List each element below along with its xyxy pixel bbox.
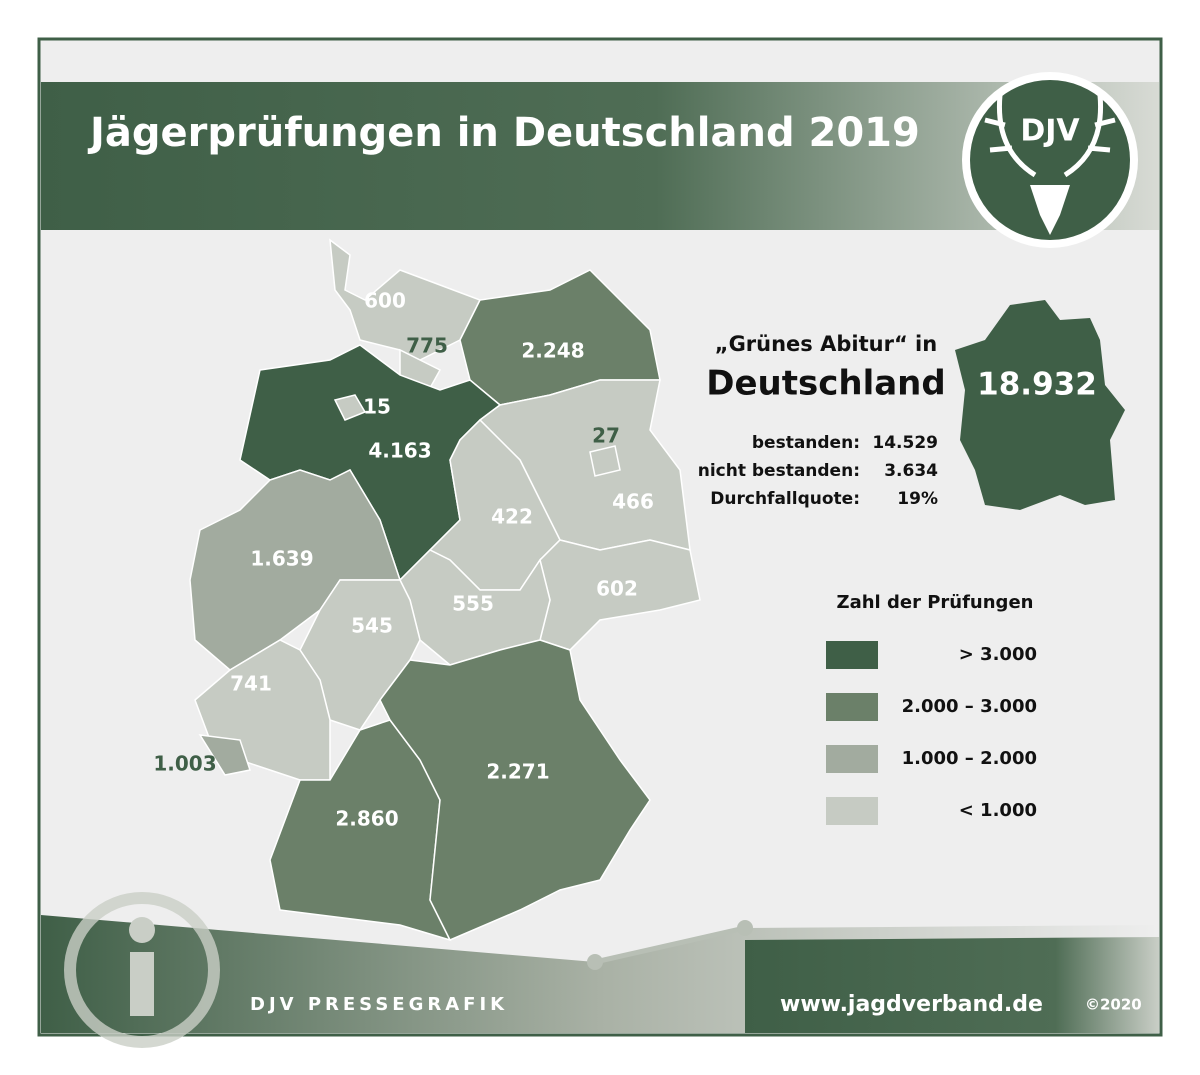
- footer-line: [594, 925, 746, 965]
- region-label: 2.860: [335, 807, 398, 831]
- legend-swatch: [826, 693, 878, 721]
- footer-band-right: [745, 937, 1159, 1033]
- summary-rows: bestanden: 14.529 nicht bestanden: 3.634 Dur…: [698, 433, 938, 509]
- region-label: 555: [452, 592, 494, 616]
- footer-url: www.jagdverband.de: [780, 992, 1043, 1017]
- legend-swatch: [826, 797, 878, 825]
- logo-text: DJV: [1020, 114, 1080, 149]
- info-icon-bar: [130, 952, 154, 1016]
- legend-label: < 1.000: [959, 800, 1037, 821]
- region-label: 15: [363, 395, 391, 419]
- region: [589, 445, 621, 477]
- footer-brand: DJV PRESSEGRAFIK: [250, 994, 508, 1015]
- region: [299, 579, 421, 731]
- region-label: 4.163: [368, 439, 431, 463]
- footer-copyright: ©2020: [1085, 996, 1142, 1014]
- legend-label: 2.000 – 3.000: [902, 696, 1037, 717]
- legend-swatch: [826, 745, 878, 773]
- summary-value: 3.634: [884, 461, 938, 481]
- region-label: 2.271: [486, 760, 549, 784]
- logo-disc: [970, 80, 1130, 240]
- region-label: 600: [364, 289, 406, 313]
- logo-antlers: [984, 94, 1116, 178]
- region: [333, 394, 367, 421]
- region-label: 27: [592, 424, 620, 448]
- summary-total: 18.932: [977, 367, 1097, 403]
- legend-title: Zahl der Prüfungen: [837, 592, 1034, 613]
- legend-label: > 3.000: [959, 644, 1037, 665]
- summary-label: nicht bestanden:: [698, 461, 860, 481]
- region-label: 1.639: [250, 547, 313, 571]
- region-label: 775: [406, 334, 448, 358]
- summary-label: bestanden:: [752, 433, 860, 453]
- legend-swatch: [826, 641, 878, 669]
- legend: > 3.000 2.000 – 3.000 1.000 – 2.000 < 1.000: [826, 641, 1037, 825]
- legend-label: 1.000 – 2.000: [902, 748, 1037, 769]
- title: Jägerprüfungen in Deutschland 2019: [87, 110, 920, 156]
- region-label: 545: [351, 614, 393, 638]
- region-label: 2.248: [521, 339, 584, 363]
- footer-dot: [587, 954, 603, 970]
- region: [198, 734, 251, 776]
- region: [379, 639, 651, 941]
- footer-dot: [737, 920, 753, 936]
- summary-heading: „Grünes Abitur“ in: [715, 332, 937, 356]
- region-label: 1.003: [153, 752, 216, 776]
- summary-country: Deutschland: [706, 364, 945, 404]
- info-icon: [64, 892, 220, 1048]
- region-label: 422: [491, 505, 533, 529]
- region-label: 602: [596, 577, 638, 601]
- germany-silhouette: [955, 300, 1125, 510]
- summary-label: Durchfallquote:: [710, 489, 860, 509]
- region-label: 741: [230, 672, 272, 696]
- summary-value: 14.529: [872, 433, 938, 453]
- summary-value: 19%: [897, 489, 938, 509]
- logo-head: [1030, 185, 1070, 235]
- region-label: 466: [612, 490, 654, 514]
- info-icon-dot: [129, 917, 155, 943]
